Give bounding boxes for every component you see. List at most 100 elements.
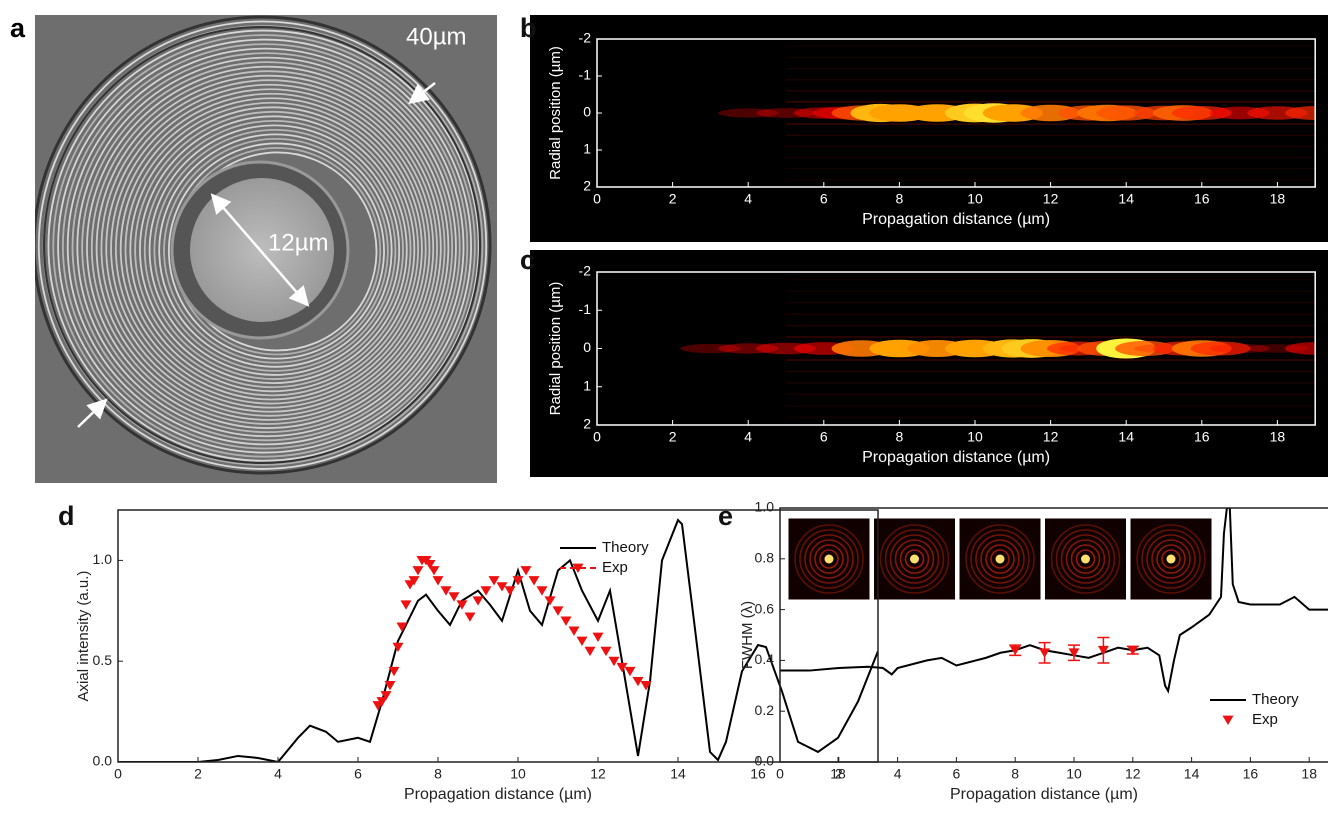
ring [71,52,461,442]
exp-marker [396,622,408,632]
y-tick-label: 1 [583,141,591,157]
exp-marker [408,576,420,586]
exp-marker [552,606,564,616]
y-tick-label: 0.6 [755,600,775,616]
exp-marker [424,560,436,570]
ring [90,70,446,425]
inset-ring [814,544,844,574]
chart: d Theory Exp 0 2 4 6 8 10 12 14 16 18 0.0 0.5 1.0 Propag… [58,501,879,803]
inset-images [787,517,1213,601]
exp-marker [600,646,612,657]
ring [76,56,457,438]
annotation: 12µm [268,229,329,256]
exp-marker [464,612,476,622]
inset-ring [1146,534,1196,584]
exp-marker [632,676,644,687]
x-axis-label: Propagation distance (µm) [862,211,1050,228]
x-tick-label: 2 [194,766,202,782]
inset-ring [904,549,925,569]
inset-ring [884,529,945,589]
x-tick-label: 12 [1043,429,1059,445]
plot-area [718,45,1316,181]
exp-marker [592,632,604,642]
legend-label: Theory [602,539,649,556]
ring [167,142,385,360]
x-tick-label: 12 [1125,766,1141,782]
exp-marker [392,642,404,653]
x-tick-label: 16 [1194,191,1210,207]
y-tick-label: 2 [583,416,591,432]
legend-label: Theory [1252,691,1299,708]
legend-label: Exp [602,559,628,576]
inset-ring [804,534,854,584]
legend-marker [1222,715,1234,725]
x-tick-label: 6 [953,766,961,782]
intensity-spot [680,343,741,354]
y-tick-label: 1 [583,377,591,393]
ring [43,26,481,464]
inset-spot [1081,554,1090,564]
x-axis-label: Propagation distance (µm) [404,786,592,803]
exp-marker [544,596,556,606]
inset-spot [910,554,919,564]
theory-line [780,508,1328,694]
exp-marker [528,576,540,586]
x-tick-label: 14 [1184,766,1200,782]
ring [100,79,438,417]
x-tick-label: 12 [590,766,606,782]
x-tick-label: 6 [820,429,828,445]
legend-label: Exp [1252,711,1278,728]
panel-label: e [718,501,733,531]
inset-ring [1161,549,1181,569]
y-tick-label: 1.0 [93,551,113,567]
x-tick-label: 10 [967,429,983,445]
plot-area [680,278,1316,419]
ring [81,61,454,434]
exp-marker [1009,645,1021,656]
x-tick-label: 0 [776,766,784,782]
inset-ring [1070,544,1101,574]
exp-marker [520,566,532,576]
y-tick-label: 0.8 [755,550,775,566]
inset-ring [980,539,1020,579]
x-tick-label: 6 [820,191,828,207]
y-tick-label: 1.0 [755,499,775,515]
x-tick-label: 8 [896,191,904,207]
ring [57,38,472,454]
y-axis-label: Radial position (µm) [547,46,564,180]
inset-ring [1151,539,1191,579]
double-arrow [210,193,310,307]
x-tick-label: 18 [1301,766,1317,782]
panel-label: b [520,13,537,43]
ring [110,88,431,409]
exp-marker [456,600,468,610]
y-tick-label: 0 [583,104,591,120]
inset-ring [1055,529,1116,589]
x-tick-label: 4 [894,766,902,782]
inset-spot [1166,554,1176,564]
exp-marker [1097,645,1109,656]
x-tick-label: 18 [1270,429,1286,445]
ring [37,20,488,470]
exp-marker [448,592,460,602]
ring [163,138,389,364]
y-tick-label: 0.0 [755,753,775,769]
exp-marker [412,566,424,576]
exp-marker [504,586,516,596]
ring [134,110,412,389]
inset-ring [990,549,1010,569]
y-tick-label: 0.2 [755,702,775,718]
exp-marker [616,662,628,673]
x-tick-label: 18 [830,766,846,782]
x-tick-label: 16 [1194,429,1210,445]
exp-marker [568,626,580,636]
inset-ring [965,524,1035,594]
exp-marker [384,680,396,691]
x-tick-label: 14 [670,766,686,782]
inset-ring [799,529,859,589]
intensity-spot [1285,342,1316,355]
inset-ring [889,534,940,584]
inset-spot [824,554,834,564]
